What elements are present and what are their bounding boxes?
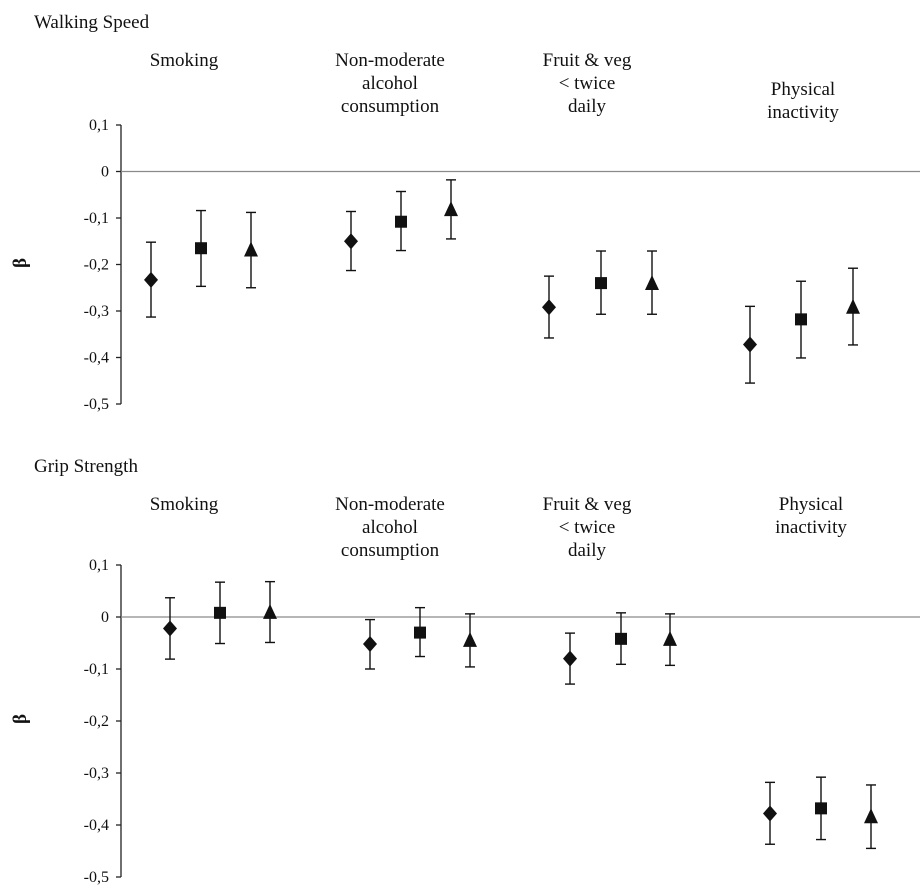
y-tick-label: -0,5 (84, 869, 109, 885)
grip-strength-plot: 0,1 0 -0,1 -0,2 -0,3 -0,4 -0,5 (84, 557, 920, 885)
square-marker (615, 632, 627, 645)
triangle-marker (244, 241, 258, 257)
y-tick-label: -0,3 (84, 303, 109, 320)
y-tick-label: -0,1 (84, 661, 109, 678)
y-tick-label: -0,4 (84, 817, 109, 834)
triangle-marker (463, 631, 477, 647)
square-marker (795, 313, 807, 326)
category-label-smoking: Smoking (149, 50, 219, 71)
square-marker (195, 242, 207, 255)
y-tick-label: 0 (101, 609, 109, 626)
triangle-marker (263, 603, 277, 619)
square-marker (595, 277, 607, 290)
category-label-alcohol: Non-moderate alcohol consumption (335, 494, 445, 561)
y-tick-label: 0,1 (89, 557, 109, 574)
triangle-marker (645, 275, 659, 291)
triangle-marker (444, 201, 458, 217)
category-label-smoking: Smoking (149, 494, 219, 515)
category-label-physical-inactivity: Physical inactivity (767, 79, 839, 123)
triangle-marker (846, 298, 860, 314)
diamond-marker (763, 805, 777, 822)
walking-speed-plot: 0,1 0 -0,1 -0,2 -0,3 -0,4 -0,5 (84, 117, 920, 413)
y-tick-label: 0,1 (89, 117, 109, 134)
y-tick-label: -0,2 (84, 257, 109, 274)
chart-title: Grip Strength (34, 456, 138, 477)
walking-speed-panel: Walking Speed β Smoking Non-moderate alc… (0, 0, 920, 440)
diamond-marker (542, 299, 556, 316)
y-tick-label: -0,1 (84, 210, 109, 227)
diamond-marker (144, 271, 158, 288)
y-tick-label: 0 (101, 164, 109, 181)
diamond-marker (363, 636, 377, 653)
category-label-fruit-veg: Fruit & veg < twice daily (542, 494, 632, 561)
category-label-physical-inactivity: Physical inactivity (775, 494, 847, 538)
y-tick-label: -0,4 (84, 350, 109, 367)
diamond-marker (743, 336, 757, 353)
category-label-fruit-veg: Fruit & veg < twice daily (542, 50, 632, 117)
category-label-alcohol: Non-moderate alcohol consumption (335, 50, 445, 117)
y-tick-label: -0,2 (84, 713, 109, 730)
grip-strength-panel: Grip Strength β Smoking Non-moderate alc… (0, 440, 920, 885)
square-marker (815, 802, 827, 815)
triangle-marker (663, 630, 677, 646)
triangle-marker (864, 808, 878, 824)
square-marker (214, 606, 226, 619)
square-marker (414, 626, 426, 639)
y-tick-label: -0,3 (84, 765, 109, 782)
diamond-marker (344, 233, 358, 250)
chart-title: Walking Speed (34, 12, 150, 33)
y-tick-label: -0,5 (84, 396, 109, 413)
square-marker (395, 215, 407, 228)
diamond-marker (163, 620, 177, 637)
diamond-marker (563, 650, 577, 667)
